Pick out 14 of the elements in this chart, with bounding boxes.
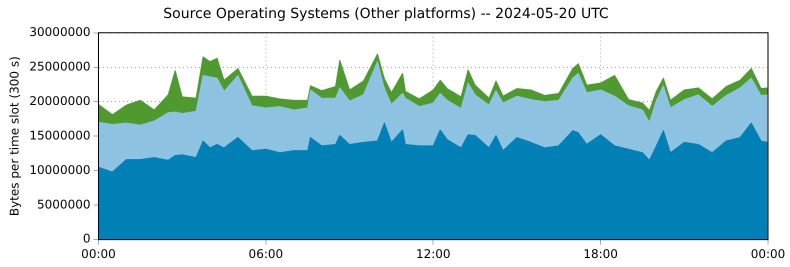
y-axis-title: Bytes per time slot (300 s) [7,56,22,216]
x-tick-label: 00:00 [81,246,116,261]
y-tick-label: 0 [82,232,90,246]
y-tick-label: 5000000 [37,197,90,212]
x-tick-label: 18:00 [583,246,618,261]
chart-title: Source Operating Systems (Other platforms) -- 2024-05-20 UTC [163,6,609,22]
x-tick-label: 00:00 [750,246,786,261]
y-tick-label: 25000000 [29,59,90,74]
x-tick-label: 06:00 [248,246,284,261]
y-tick-label: 20000000 [29,94,90,108]
y-tick-label: 15000000 [29,128,90,142]
y-tick-label: 30000000 [29,24,90,39]
y-tick-label: 10000000 [29,162,90,177]
x-tick-label: 12:00 [416,246,451,261]
